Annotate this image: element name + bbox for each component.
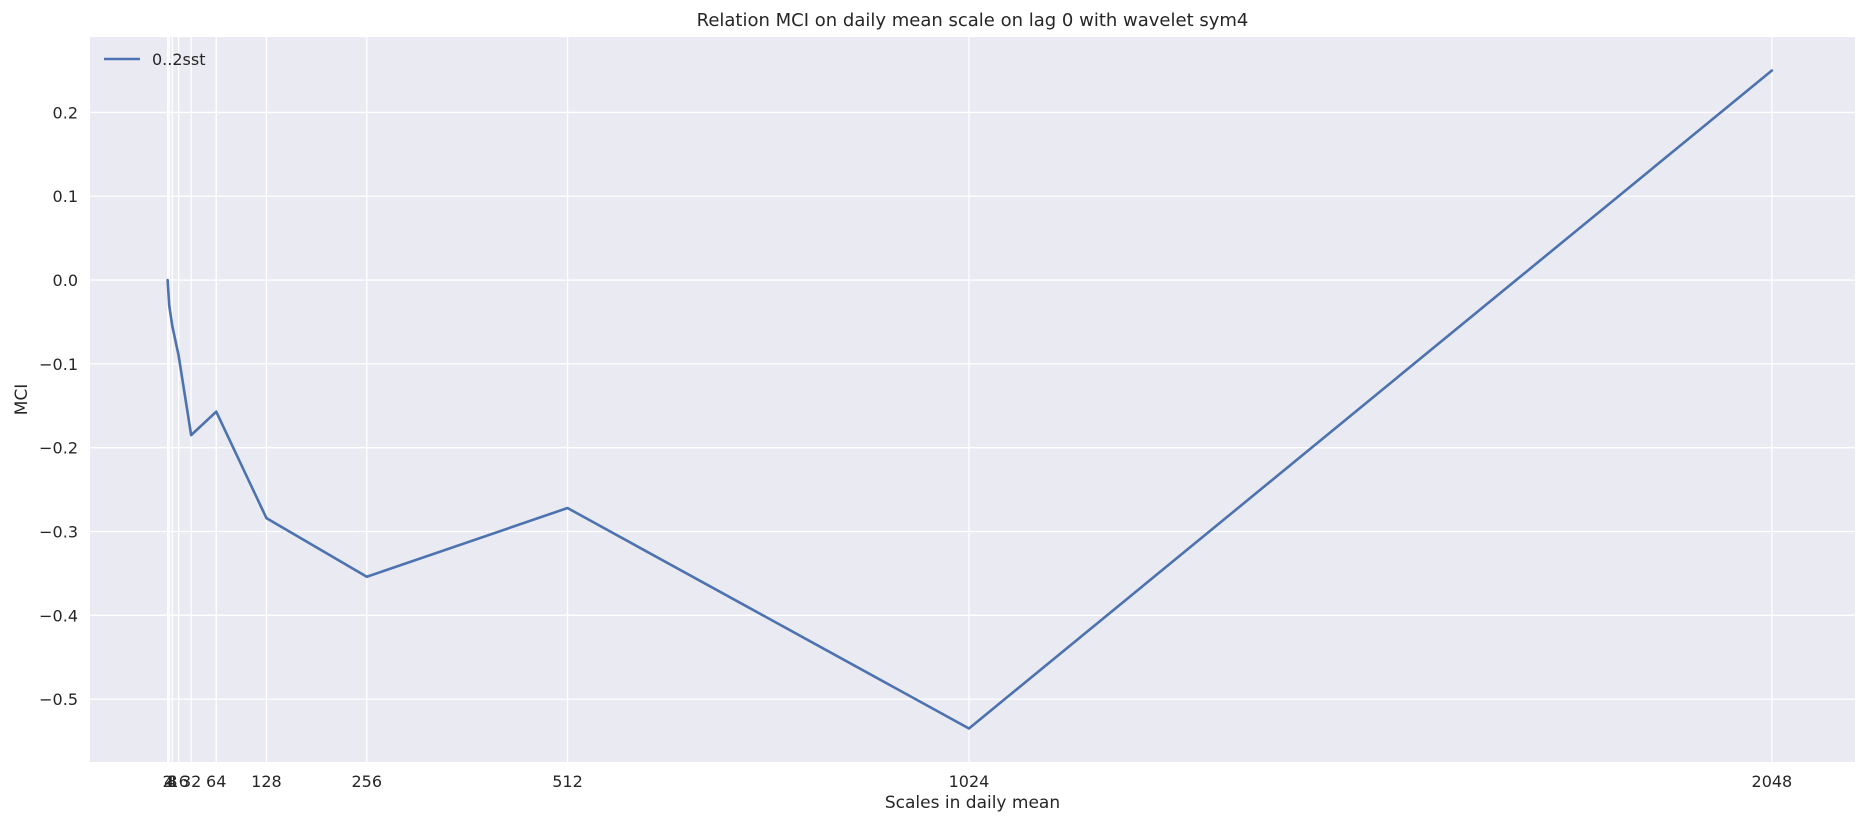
- x-tick-label: 128: [251, 772, 282, 791]
- x-tick-label: 16: [168, 772, 188, 791]
- x-tick-label: 4: [164, 772, 174, 791]
- x-tick-label: 2: [163, 772, 173, 791]
- chart-title: Relation MCI on daily mean scale on lag …: [697, 10, 1249, 31]
- y-tick-label: 0.0: [53, 271, 78, 290]
- x-tick-label: 256: [352, 772, 383, 791]
- legend: 0..2sst: [104, 50, 205, 69]
- x-axis-label: Scales in daily mean: [885, 793, 1060, 813]
- y-tick-label: 0.1: [53, 187, 78, 206]
- x-tick-label: 32: [181, 772, 201, 791]
- y-tick-label: −0.4: [39, 606, 78, 625]
- legend-label: 0..2sst: [152, 50, 205, 69]
- x-tick-label: 2048: [1752, 772, 1793, 791]
- y-tick-label: 0.2: [53, 103, 78, 122]
- grid-lines: [90, 37, 1855, 762]
- y-axis-ticks: −0.5 −0.4 −0.3 −0.2 −0.1 0.0 0.1 0.2: [39, 103, 78, 709]
- series-layer: [166, 69, 1774, 730]
- series-line: [166, 69, 1774, 730]
- x-tick-label: 1024: [949, 772, 990, 791]
- y-tick-label: −0.5: [39, 690, 78, 709]
- x-tick-label: 512: [552, 772, 583, 791]
- y-tick-label: −0.1: [39, 355, 78, 374]
- x-tick-label: 64: [206, 772, 226, 791]
- y-axis-label: MCI: [12, 384, 32, 416]
- y-tick-label: −0.2: [39, 439, 78, 458]
- y-tick-label: −0.3: [39, 523, 78, 542]
- plot-area: [90, 37, 1855, 762]
- x-tick-label: 8: [167, 772, 177, 791]
